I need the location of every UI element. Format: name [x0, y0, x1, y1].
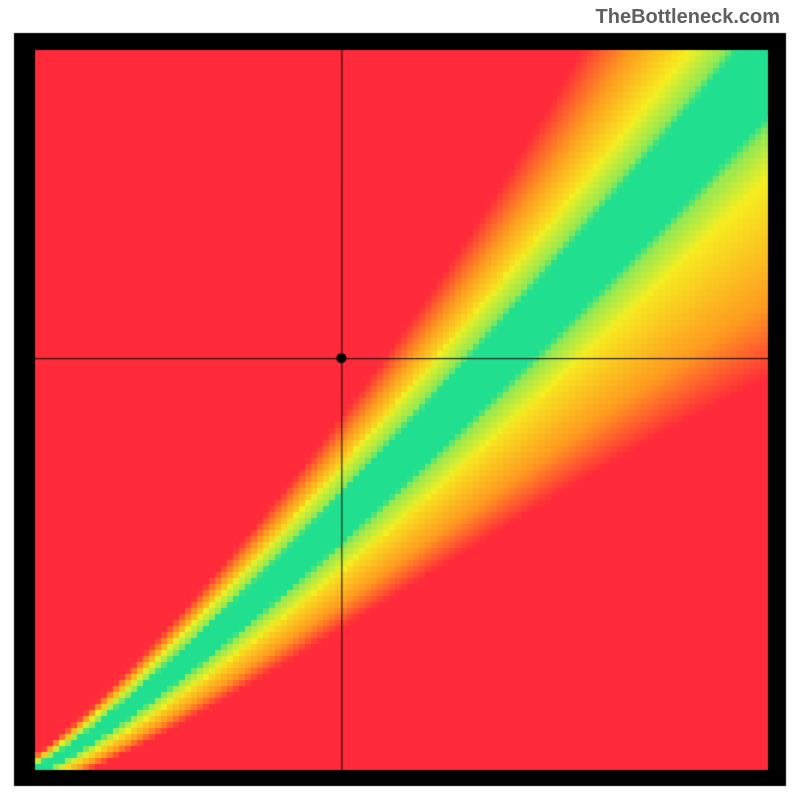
- chart-container: TheBottleneck.com: [0, 0, 800, 800]
- watermark-text: TheBottleneck.com: [596, 6, 780, 29]
- heatmap-canvas: [0, 0, 800, 800]
